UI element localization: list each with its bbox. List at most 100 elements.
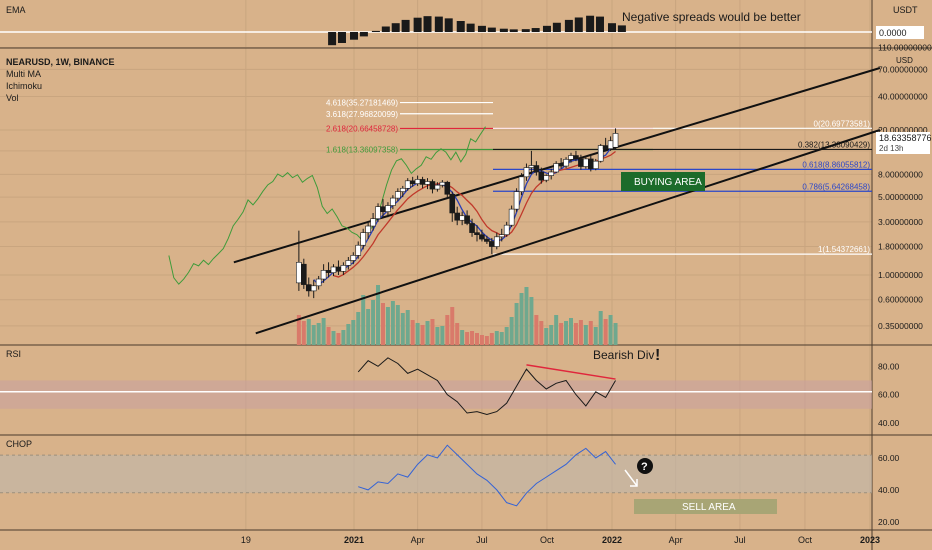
ema-bar: [574, 17, 583, 32]
candle-body: [587, 158, 594, 169]
fib-retracement-label: 0(20.69773581): [814, 119, 871, 128]
price-tick-label: 70.00000000: [878, 64, 928, 74]
ema-axis-label: USDT: [893, 5, 918, 15]
volume-bar: [460, 330, 465, 345]
ema-bar: [401, 19, 410, 32]
volume-bar: [366, 309, 371, 345]
volume-bar: [470, 331, 475, 345]
fib-extension-label: 3.618(27.96820099): [326, 110, 398, 119]
ema-value-box: [876, 26, 924, 39]
price-tick-label: 5.00000000: [878, 192, 923, 202]
price-tick-label: 1.80000000: [878, 242, 923, 252]
price-unit-label: USD: [896, 56, 913, 65]
ema-bar: [477, 25, 486, 32]
ichimoku-lagging-span: [168, 126, 486, 285]
candle-body: [597, 145, 604, 162]
candle-body: [340, 265, 347, 272]
volume-bar: [524, 287, 529, 345]
ema-note: Negative spreads would be better: [622, 10, 801, 24]
ema-bar: [487, 27, 496, 32]
ema-bar: [466, 23, 475, 32]
candle-body: [503, 224, 510, 235]
candle-body: [330, 266, 337, 273]
volume-bar: [430, 319, 435, 345]
volume-bar: [395, 305, 400, 345]
volume-bar: [544, 328, 549, 345]
ema-bar: [391, 23, 400, 32]
ema-bar: [328, 32, 337, 46]
volume-bar: [410, 320, 415, 345]
volume-bar: [613, 323, 618, 345]
candle-body: [424, 181, 431, 185]
volume-bar: [420, 325, 425, 345]
fib-retracement-label: 1(1.54372661): [818, 245, 870, 254]
candle-body: [385, 205, 391, 212]
volume-bar: [564, 321, 569, 345]
ema-bar: [413, 17, 422, 32]
candle-body: [484, 238, 490, 242]
ema-bar: [350, 32, 358, 40]
sell-area-label: SELL AREA: [682, 502, 736, 513]
price-tick-label: 0.60000000: [878, 295, 923, 305]
candle-body: [558, 163, 564, 167]
volume-bar: [390, 301, 395, 345]
candle-body: [419, 179, 426, 185]
chop-band: [0, 455, 872, 493]
price-tick-label: 3.00000000: [878, 217, 923, 227]
price-tick-label: 110.00000000: [878, 42, 932, 52]
candle-body: [464, 215, 470, 224]
chop-line: [358, 444, 616, 507]
volume-bar: [474, 333, 479, 345]
volume-bar: [341, 330, 346, 345]
candle-body: [578, 158, 584, 167]
candle-body: [479, 234, 485, 240]
candle-body: [355, 244, 362, 256]
candle-body: [409, 180, 416, 184]
volume-bar: [405, 310, 410, 345]
price-tick-label: 8.00000000: [878, 169, 923, 179]
rsi-note: Bearish Div: [593, 348, 654, 362]
candle-body: [548, 171, 555, 176]
moving-average-line: [333, 150, 616, 278]
volume-bar: [415, 323, 420, 345]
rsi-line: [357, 357, 616, 415]
ema-bar: [423, 16, 432, 32]
ema-bar: [371, 30, 380, 32]
candle-body: [538, 171, 545, 181]
volume-bar: [603, 319, 608, 345]
ema-bar: [552, 22, 561, 32]
candle-body: [449, 193, 456, 214]
rsi-note-mark: !: [655, 347, 660, 364]
volume-bar: [445, 315, 450, 345]
volume-bar: [425, 321, 430, 345]
ema-bar: [359, 32, 368, 37]
symbol-title: NEARUSD, 1W, BINANCE: [6, 57, 115, 67]
candle-body: [296, 262, 302, 284]
volume-bar: [509, 317, 514, 345]
volume-bar: [489, 333, 494, 345]
volume-bar: [316, 323, 321, 345]
buying-area-box: [621, 172, 705, 191]
ema-bar: [531, 28, 540, 32]
volume-bar: [484, 336, 489, 345]
volume-bar: [400, 313, 405, 345]
rsi-tick-label: 60.00: [878, 390, 900, 400]
arrow-head-icon: [630, 479, 638, 487]
fib-extension-label: 2.618(20.66458728): [326, 124, 398, 133]
indicator-vol: Vol: [6, 93, 19, 103]
volume-bar: [583, 325, 588, 345]
volume-bar: [361, 295, 366, 345]
candle-body: [592, 160, 599, 169]
volume-bar: [296, 315, 301, 345]
volume-bar: [351, 320, 356, 345]
time-tick-label: Jul: [734, 535, 746, 545]
candle-body: [553, 163, 559, 173]
ema-value-label: 0.0000: [879, 28, 907, 38]
volume-bar: [450, 307, 455, 345]
candle-body: [533, 165, 540, 173]
candle-body: [444, 181, 451, 195]
price-tick-label: 20.00000000: [878, 125, 928, 135]
time-tick-label: Apr: [669, 535, 683, 545]
volume-bar: [504, 327, 509, 345]
candle-body: [543, 175, 550, 181]
